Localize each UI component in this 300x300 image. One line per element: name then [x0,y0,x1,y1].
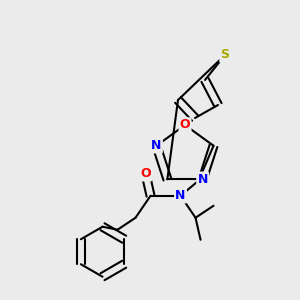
Text: O: O [140,167,151,180]
Text: S: S [220,49,230,62]
Text: N: N [175,189,186,202]
Text: N: N [151,139,162,152]
Text: N: N [197,173,208,186]
Text: O: O [180,118,190,131]
